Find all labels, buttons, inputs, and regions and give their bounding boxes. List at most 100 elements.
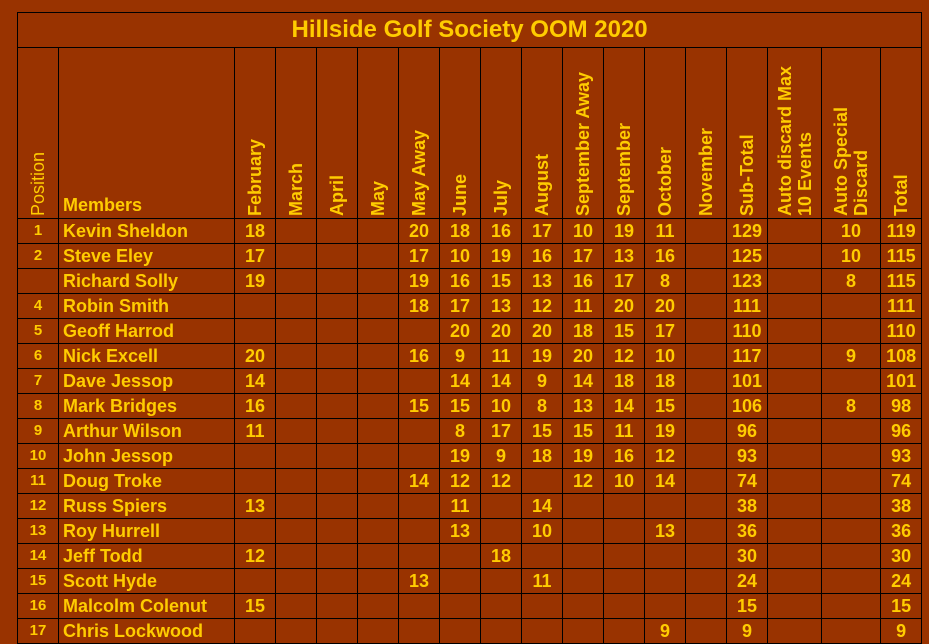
score: 11 [521, 568, 563, 594]
score [821, 518, 881, 544]
score [398, 543, 440, 569]
score [685, 218, 727, 244]
score: 13 [562, 393, 604, 419]
table-row: 17 Chris Lockwood 9 9 9 [17, 618, 923, 644]
score [767, 393, 822, 419]
score [821, 568, 881, 594]
oom-table: Hillside Golf Society OOM 2020 Position M… [16, 12, 923, 644]
score: 125 [726, 243, 768, 269]
score: 18 [480, 543, 522, 569]
score: 96 [726, 418, 768, 444]
score: 74 [726, 468, 768, 494]
table-row: 13 Roy Hurrell 13 10 13 36 36 [17, 518, 923, 544]
score [316, 318, 358, 344]
score [685, 368, 727, 394]
member-name: Robin Smith [58, 293, 235, 319]
score: 17 [562, 243, 604, 269]
table-row: 6 Nick Excell 20 16 9 11 19 20 12 10 117 9 108 [17, 343, 923, 369]
score [275, 518, 317, 544]
score [357, 493, 399, 519]
score: 13 [603, 243, 645, 269]
score [357, 518, 399, 544]
score [398, 493, 440, 519]
table-row: 15 Scott Hyde 13 11 24 24 [17, 568, 923, 594]
score: 108 [879, 343, 923, 369]
column-header: October [655, 146, 675, 216]
score: 18 [562, 318, 604, 344]
score: 9 [480, 443, 522, 469]
score [480, 493, 522, 519]
member-name: Malcolm Colenut [58, 593, 235, 619]
score [275, 443, 317, 469]
score [398, 318, 440, 344]
header-row: Position Members February March April May May … [17, 47, 923, 219]
score: 13 [234, 493, 276, 519]
member-name: Dave Jessop [58, 368, 235, 394]
score: 123 [726, 268, 768, 294]
score: 19 [521, 343, 563, 369]
score [275, 293, 317, 319]
score: 13 [398, 568, 440, 594]
table-row: 11 Doug Troke 14 12 12 12 10 14 74 74 [17, 468, 923, 494]
score: 17 [439, 293, 481, 319]
score: 11 [562, 293, 604, 319]
score: 20 [439, 318, 481, 344]
score [357, 418, 399, 444]
score: 74 [879, 468, 923, 494]
score [357, 218, 399, 244]
score: 10 [821, 243, 881, 269]
score [398, 593, 440, 619]
score: 19 [234, 268, 276, 294]
score [275, 268, 317, 294]
score: 12 [439, 468, 481, 494]
score [398, 443, 440, 469]
score: 110 [726, 318, 768, 344]
score: 12 [521, 293, 563, 319]
score [767, 568, 822, 594]
score [275, 593, 317, 619]
score [357, 268, 399, 294]
member-name: Mark Bridges [58, 393, 235, 419]
score: 19 [603, 218, 645, 244]
member-name: Kevin Sheldon [58, 218, 235, 244]
score: 12 [603, 343, 645, 369]
score: 36 [726, 518, 768, 544]
score [234, 443, 276, 469]
score: 18 [521, 443, 563, 469]
score: 12 [644, 443, 686, 469]
score [521, 618, 563, 644]
score: 101 [879, 368, 923, 394]
score: 15 [603, 318, 645, 344]
column-header-cell: October [644, 47, 686, 219]
position: 16 [17, 593, 59, 619]
score [316, 218, 358, 244]
column-header: Total [891, 174, 912, 216]
score [821, 618, 881, 644]
score [603, 493, 645, 519]
column-header: March [286, 162, 306, 216]
score [644, 593, 686, 619]
score: 16 [398, 343, 440, 369]
score: 10 [821, 218, 881, 244]
column-header-cell: May [357, 47, 399, 219]
score [821, 443, 881, 469]
score: 38 [879, 493, 923, 519]
score: 19 [439, 443, 481, 469]
score: 15 [521, 418, 563, 444]
score [234, 568, 276, 594]
score: 12 [480, 468, 522, 494]
column-header: May [368, 180, 388, 216]
score: 8 [439, 418, 481, 444]
column-header: July [491, 179, 511, 216]
position: 12 [17, 493, 59, 519]
score [685, 468, 727, 494]
member-name: Arthur Wilson [58, 418, 235, 444]
score [685, 593, 727, 619]
score: 15 [234, 593, 276, 619]
score [767, 618, 822, 644]
score: 10 [562, 218, 604, 244]
score [357, 568, 399, 594]
score [603, 543, 645, 569]
score [398, 418, 440, 444]
member-name: Doug Troke [58, 468, 235, 494]
